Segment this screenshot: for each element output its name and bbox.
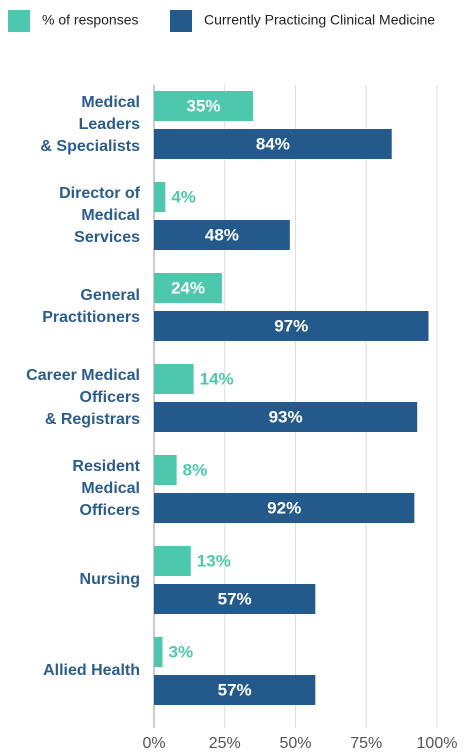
category-line: Officers <box>80 389 141 406</box>
bar <box>154 493 415 523</box>
legend-swatch <box>8 10 30 32</box>
bar <box>154 364 194 394</box>
category-line: Career Medical <box>26 367 140 384</box>
category-line: Officers <box>80 502 141 519</box>
bar <box>154 129 392 159</box>
category-line: Medical <box>81 94 140 111</box>
x-tick-label: 75% <box>350 735 382 752</box>
x-tick-label: 50% <box>279 735 311 752</box>
category-label: Nursing <box>80 571 140 588</box>
category-line: Nursing <box>80 571 140 588</box>
category-line: Allied Health <box>43 662 140 679</box>
value-label: 93% <box>269 407 303 426</box>
category-label: Resident Medical Officers <box>72 458 140 519</box>
value-label: 14% <box>200 369 234 388</box>
bar <box>154 220 290 250</box>
category-line: Medical <box>81 207 140 224</box>
category-label: General Practitioners <box>42 287 140 326</box>
value-label: 97% <box>274 316 308 335</box>
bar <box>154 273 222 303</box>
category-line: Leaders <box>79 116 140 133</box>
category-label: Career Medical Officers & Registrars <box>26 367 140 428</box>
bar <box>154 584 316 614</box>
value-label: 13% <box>197 551 231 570</box>
x-tick-label: 100% <box>417 735 458 752</box>
category-line: & Registrars <box>45 411 140 428</box>
value-label: 24% <box>171 278 205 297</box>
category-label: Allied Health <box>43 662 140 679</box>
category-line: Director of <box>59 185 141 202</box>
bar <box>154 455 177 485</box>
legend-swatch <box>170 10 192 32</box>
category-line: Practitioners <box>42 309 140 326</box>
bar <box>154 182 166 212</box>
category-line: & Specialists <box>40 138 140 155</box>
x-tick-label: 25% <box>209 735 241 752</box>
value-label: 35% <box>187 96 221 115</box>
value-label: 8% <box>183 460 208 479</box>
bar <box>154 675 316 705</box>
value-label: 92% <box>267 498 301 517</box>
bar <box>154 546 191 576</box>
category-label: Medical Leaders & Specialists <box>40 94 140 155</box>
category-line: Medical <box>81 480 140 497</box>
legend-label: % of responses <box>42 12 139 28</box>
value-label: 57% <box>218 589 252 608</box>
value-label: 84% <box>256 134 290 153</box>
category-line: Services <box>74 229 140 246</box>
bar <box>154 91 254 121</box>
bar <box>154 311 429 341</box>
value-label: 48% <box>205 225 239 244</box>
bar <box>154 637 163 667</box>
value-label: 4% <box>171 187 196 206</box>
bar <box>154 402 418 432</box>
value-label: 57% <box>218 680 252 699</box>
value-label: 3% <box>168 642 193 661</box>
legend-label: Currently Practicing Clinical Medicine <box>204 12 435 28</box>
category-line: General <box>80 287 140 304</box>
x-tick-label: 0% <box>142 735 165 752</box>
category-line: Resident <box>72 458 140 475</box>
category-label: Director of Medical Services <box>59 185 141 246</box>
